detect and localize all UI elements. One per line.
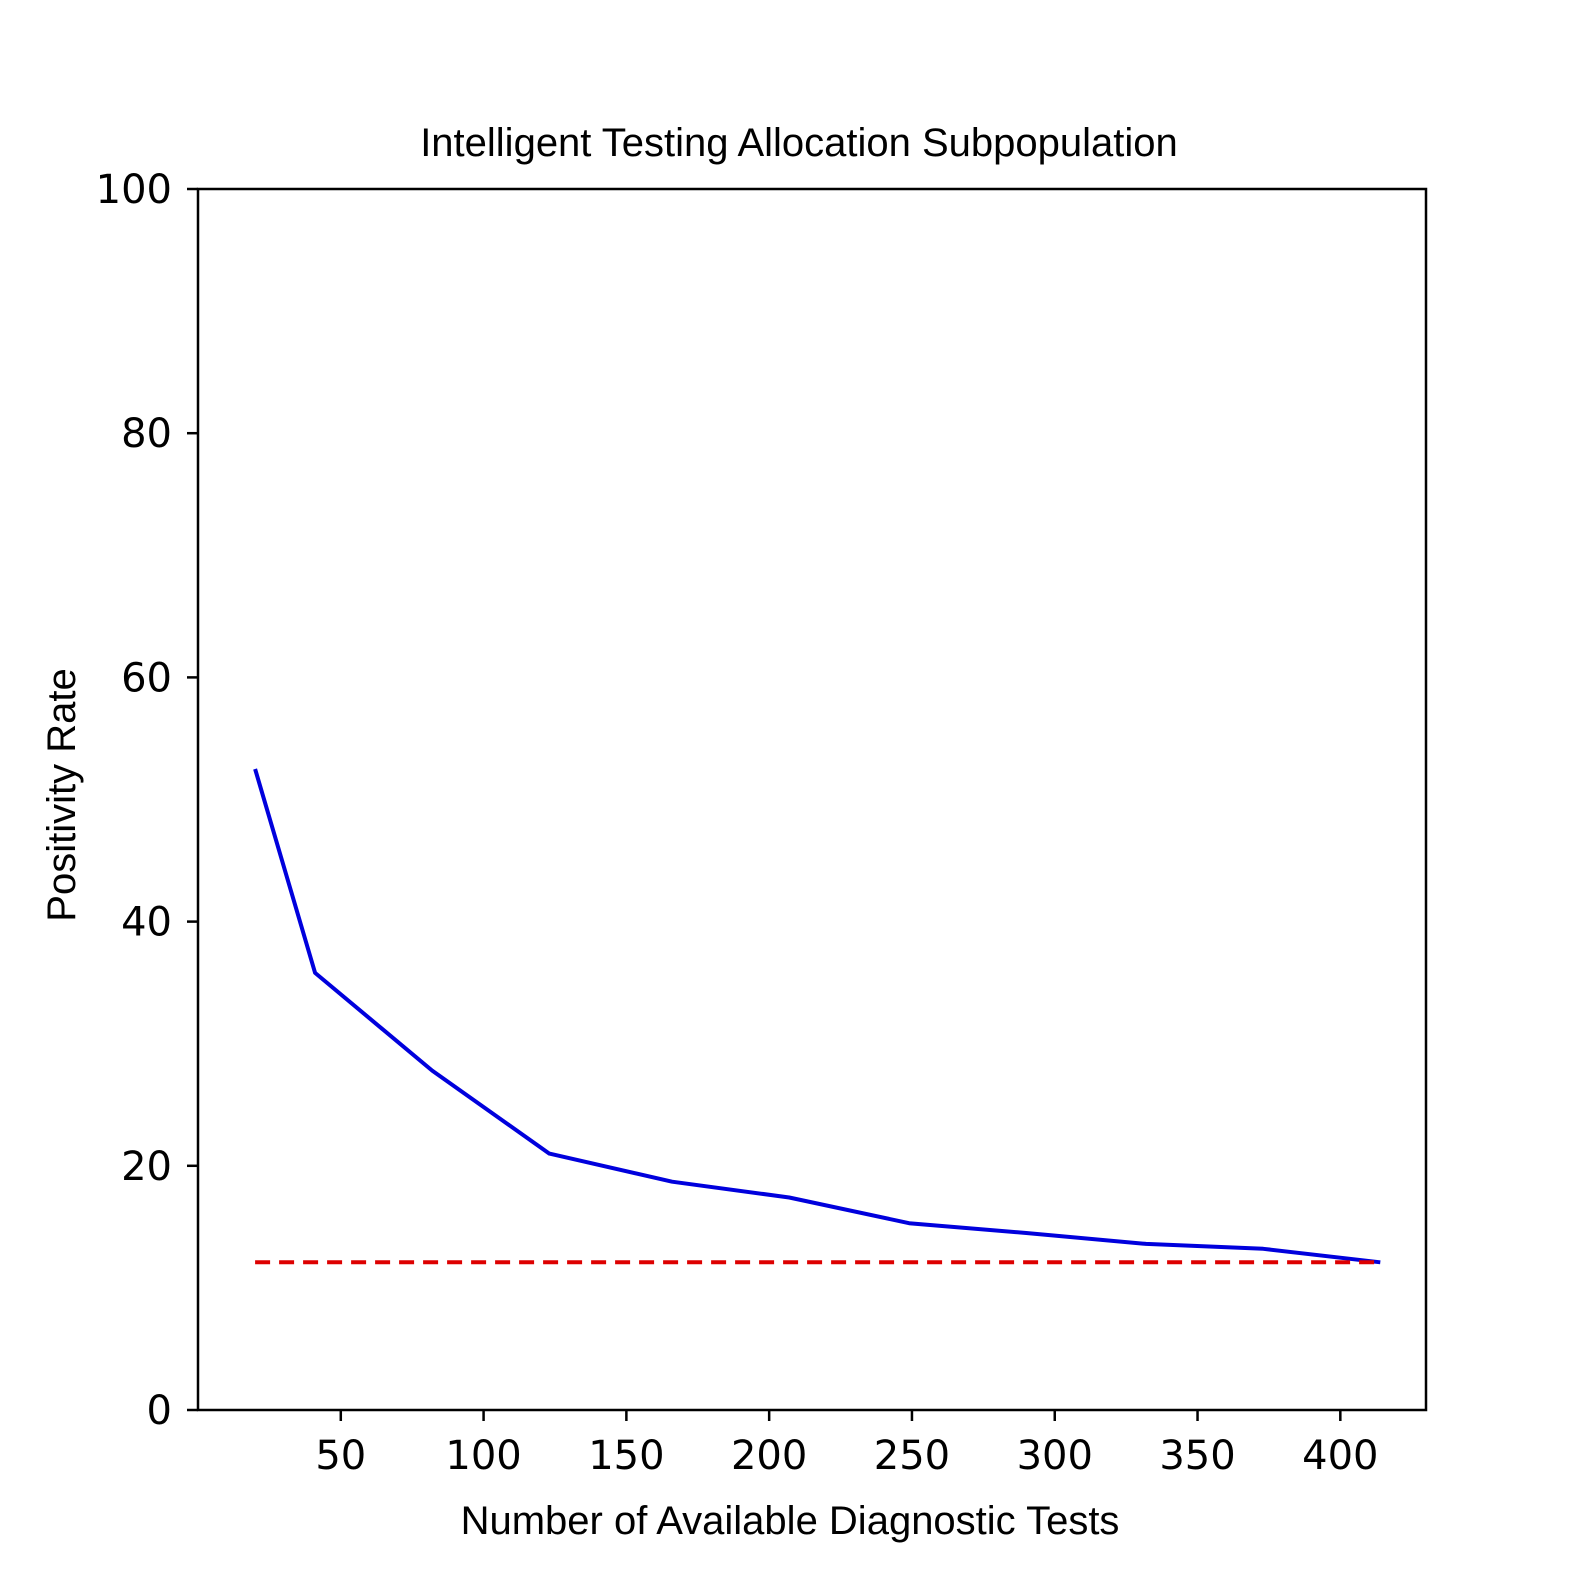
x-tick-label: 100	[445, 1433, 521, 1479]
x-tick-label: 200	[731, 1433, 807, 1479]
plot-frame	[196, 187, 1428, 1412]
x-tick-label: 350	[1159, 1433, 1235, 1479]
chart-title: Intelligent Testing Allocation Subpopula…	[420, 121, 1178, 165]
x-tick-label: 150	[588, 1433, 664, 1479]
x-axis-label: Number of Available Diagnostic Tests	[461, 1499, 1120, 1543]
y-tick-label: 100	[96, 167, 172, 213]
y-tick-label: 20	[121, 1144, 172, 1190]
x-tick-label: 300	[1017, 1433, 1093, 1479]
x-axis-ticks: 50 100 150 200 250 300 350 400	[315, 1410, 1379, 1479]
y-tick-label: 80	[121, 411, 172, 457]
plot-series	[253, 768, 1381, 1265]
x-tick-label: 50	[315, 1433, 366, 1479]
x-tick-label: 400	[1302, 1433, 1378, 1479]
x-tick-label: 250	[874, 1433, 950, 1479]
y-axis-ticks: 0 20 40 60 80 100	[96, 167, 198, 1434]
y-tick-label: 40	[121, 900, 172, 946]
y-axis-label: Positivity Rate	[40, 668, 84, 921]
y-tick-label: 0	[147, 1388, 172, 1434]
positivity-rate-line	[253, 768, 1381, 1265]
y-tick-label: 60	[121, 655, 172, 701]
